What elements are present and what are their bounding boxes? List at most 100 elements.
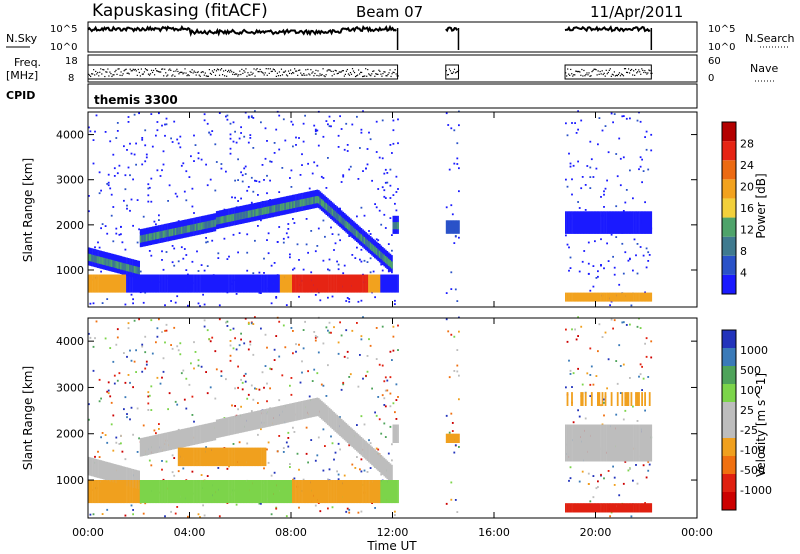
power-cell: [340, 216, 343, 224]
power-cell: [266, 239, 268, 241]
velocity-cell: [250, 412, 253, 431]
velocity-cell: [615, 360, 618, 362]
freq-dot: [363, 75, 365, 77]
velocity-cell: [589, 424, 592, 462]
freq-dot: [135, 70, 137, 72]
velocity-cell: [305, 480, 308, 504]
power-cell: [622, 210, 625, 212]
power-cell: [147, 187, 150, 190]
power-cell: [333, 210, 335, 218]
power-cell: [141, 274, 144, 293]
velocity-cell: [246, 442, 249, 445]
velocity-cell: [133, 469, 136, 488]
power-colorbar-segment: [722, 217, 736, 237]
velocity-cell: [135, 371, 137, 373]
velocity-cell: [629, 377, 631, 379]
power-cell: [391, 274, 393, 293]
power-cell: [456, 157, 459, 160]
power-cell: [389, 274, 392, 293]
freq-dot: [315, 69, 317, 71]
power-cell: [130, 265, 133, 273]
power-cell: [214, 219, 217, 227]
power-cell: [106, 258, 109, 266]
velocity-cell: [161, 468, 163, 471]
freq-dot: [344, 73, 346, 75]
power-cell: [225, 274, 227, 293]
power-cell: [342, 272, 345, 275]
velocity-cell: [621, 503, 624, 513]
power-cell: [183, 190, 186, 193]
velocity-cell: [362, 438, 364, 457]
power-cell: [183, 274, 186, 293]
power-cell: [384, 256, 387, 264]
velocity-cell: [158, 318, 160, 321]
power-cell: [650, 211, 653, 234]
freq-dot: [267, 68, 269, 70]
velocity-cell: [130, 504, 133, 507]
power-cell: [190, 224, 192, 232]
power-cell: [313, 161, 316, 164]
power-cell: [603, 211, 605, 234]
power-cell: [244, 111, 247, 114]
power-cell: [231, 274, 233, 293]
power-cell: [136, 199, 139, 201]
power-cell: [185, 170, 188, 173]
power-cell: [391, 152, 393, 154]
freq-dot: [209, 72, 211, 74]
power-cell: [113, 260, 116, 268]
velocity-cell: [126, 355, 128, 358]
velocity-cell: [243, 413, 246, 433]
power-cell: [632, 211, 634, 234]
power-cell: [284, 139, 287, 142]
power-cell: [337, 274, 340, 293]
velocity-cell: [339, 448, 341, 451]
velocity-cell: [126, 416, 128, 419]
power-cell: [120, 274, 122, 293]
power-cell: [209, 133, 212, 136]
velocity-cell: [171, 454, 174, 457]
freq-dot: [175, 70, 177, 72]
velocity-cell: [327, 364, 329, 367]
velocity-cell: [616, 424, 619, 462]
velocity-cell: [377, 452, 380, 471]
power-cell: [337, 134, 340, 137]
freq-dot: [364, 75, 366, 77]
power-cell: [205, 221, 207, 229]
power-cell: [215, 217, 218, 225]
power-cell: [116, 122, 119, 124]
velocity-cell: [214, 480, 217, 504]
velocity-cell: [389, 392, 392, 395]
power-cell: [603, 190, 605, 193]
freq-dot: [455, 71, 458, 73]
power-cell: [340, 128, 343, 130]
power-cell: [342, 218, 345, 226]
velocity-cell: [316, 480, 319, 504]
power-cell: [107, 181, 110, 184]
velocity-cell: [203, 447, 206, 467]
power-cell: [337, 263, 340, 266]
power-cell: [615, 205, 618, 208]
velocity-cell: [254, 316, 256, 319]
velocity-cell: [171, 431, 174, 450]
velocity-cell: [647, 469, 650, 472]
power-cell: [383, 172, 386, 175]
freq-dot: [346, 68, 349, 71]
freq-dot: [632, 74, 634, 76]
freq-dot: [587, 74, 589, 76]
velocity-cell: [641, 365, 643, 368]
velocity-cell: [372, 480, 375, 504]
power-cell: [625, 211, 628, 234]
power-cell: [191, 274, 194, 293]
power-cell: [378, 156, 381, 159]
power-cell: [638, 168, 640, 171]
freq-dot: [215, 70, 218, 72]
velocity-cell: [232, 347, 235, 350]
velocity-cell: [218, 447, 221, 467]
freq-dot: [238, 74, 240, 76]
velocity-cell: [147, 391, 150, 394]
velocity-cell: [356, 432, 358, 452]
power-cell: [212, 274, 215, 293]
freq-dot: [140, 68, 142, 70]
power-cell: [199, 274, 201, 293]
velocity-cell: [100, 480, 102, 504]
